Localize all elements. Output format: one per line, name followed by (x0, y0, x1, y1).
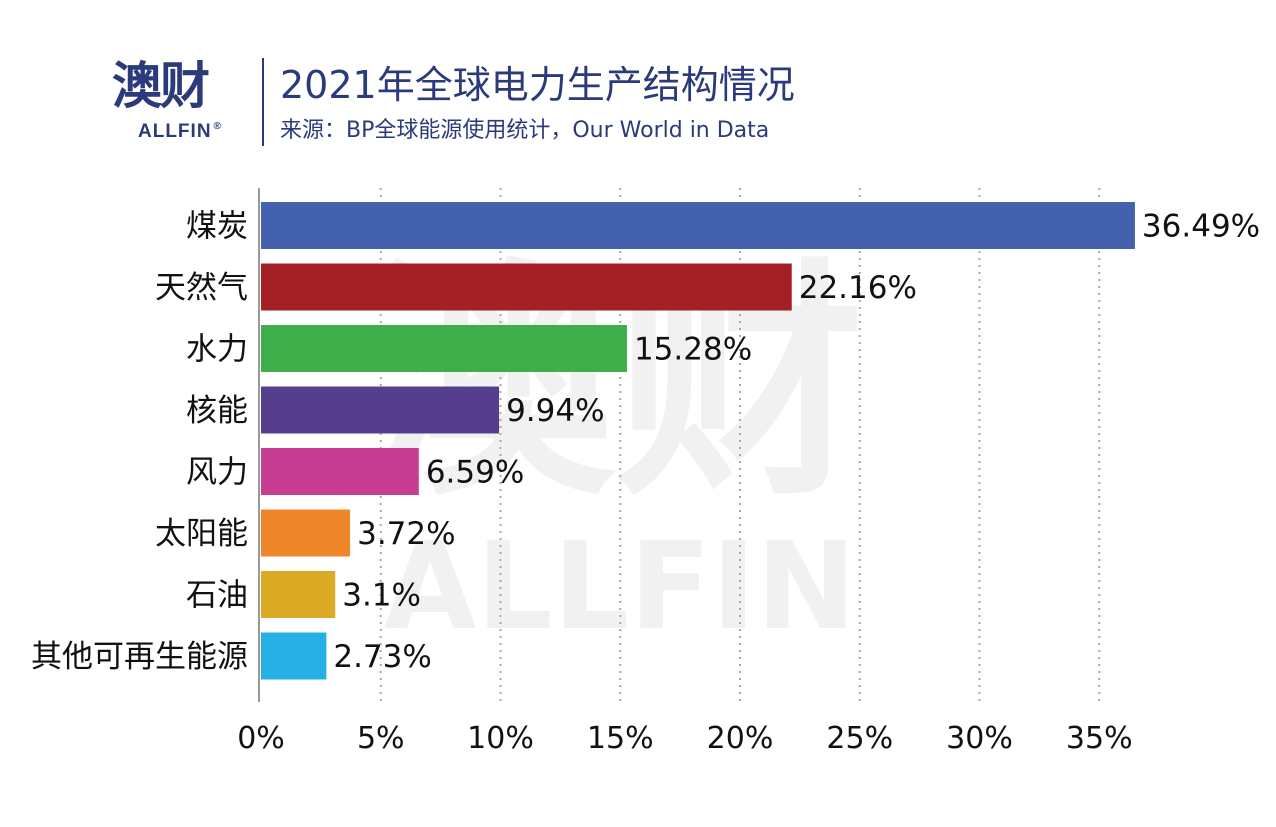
logo: 澳财 ALLFIN ® (112, 55, 252, 150)
category-label: 其他可再生能源 (31, 639, 248, 675)
logo-english-text: ALLFIN (138, 121, 212, 142)
category-label: 水力 (186, 332, 248, 368)
logo-chinese: 澳财 (112, 57, 210, 115)
data-label: 36.49% (1142, 209, 1260, 245)
data-label: 3.72% (357, 516, 455, 552)
category-label: 风力 (186, 455, 248, 491)
x-tick-label: 20% (707, 721, 774, 756)
x-tick-label: 35% (1066, 721, 1133, 756)
data-label: 22.16% (799, 270, 917, 306)
logo-english: ALLFIN ® (138, 121, 222, 143)
x-tick-label: 30% (946, 721, 1013, 756)
x-tick-label: 5% (357, 721, 405, 756)
bar (261, 632, 327, 680)
bar (261, 325, 627, 372)
x-tick-label: 0% (237, 721, 285, 756)
bar (261, 386, 500, 434)
x-tick-label: 25% (826, 721, 893, 756)
chart-source: 来源：BP全球能源使用统计，Our World in Data (280, 118, 770, 143)
value-labels: 36.49% 22.16% 15.28% 9.94% 6.59% 3.72% 3.1% 2.7… (333, 209, 1260, 676)
category-label: 核能 (186, 393, 248, 429)
category-label: 太阳能 (155, 516, 248, 552)
bar (261, 263, 792, 311)
x-tick-labels: 0% 5% 10% 15% 20% 25% 30% 35% (237, 721, 1132, 756)
data-label: 2.73% (333, 639, 431, 675)
data-label: 15.28% (634, 332, 752, 368)
chart-title: 2021年全球电力生产结构情况 (280, 63, 795, 107)
registered-mark: ® (213, 121, 222, 132)
data-label: 3.1% (342, 578, 421, 614)
bar (261, 448, 419, 495)
bar (261, 509, 351, 557)
category-label: 天然气 (155, 270, 248, 306)
data-label: 9.94% (506, 393, 604, 429)
category-label: 煤炭 (186, 209, 248, 245)
category-label: 石油 (186, 578, 248, 614)
bars (261, 202, 1135, 680)
bar (261, 571, 336, 618)
data-label: 6.59% (426, 455, 524, 491)
bar (261, 202, 1135, 249)
header-divider (262, 58, 264, 146)
x-tick-label: 15% (587, 721, 654, 756)
x-tick-label: 10% (467, 721, 534, 756)
